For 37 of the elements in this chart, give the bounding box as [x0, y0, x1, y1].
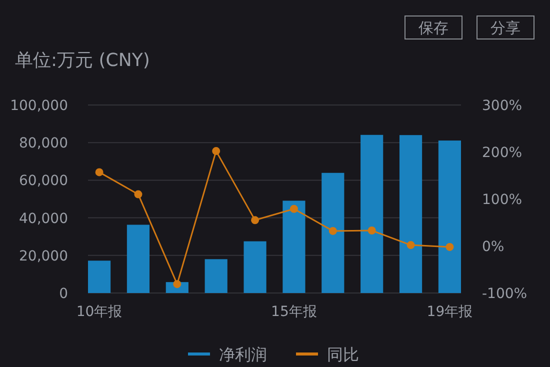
bar	[88, 260, 111, 293]
button: 分享	[476, 16, 534, 40]
point	[328, 226, 337, 235]
y2-tick-label: 0%	[482, 239, 504, 255]
point	[368, 226, 376, 234]
y-tick-label: 40,000	[19, 210, 68, 227]
x-tick-label: 10年报	[76, 304, 122, 320]
y-tick-label: 20,000	[19, 248, 68, 264]
point	[212, 147, 220, 156]
bar	[244, 241, 266, 293]
y-tick-label: 0	[59, 286, 68, 302]
y2-tick-label: -100%	[482, 286, 528, 302]
y-tick-label: 60,000	[19, 173, 68, 190]
y-tick-label: 80,000	[19, 136, 68, 152]
point	[446, 242, 454, 251]
bar	[282, 200, 306, 293]
legend-label: 同比	[327, 345, 359, 364]
point	[251, 216, 260, 224]
bar	[399, 135, 422, 293]
chart-title: 单位:万元 (CNY)	[15, 50, 150, 71]
bar	[438, 140, 461, 293]
bar	[204, 259, 228, 293]
y2-tick-label: 200%	[482, 145, 522, 161]
bar	[126, 224, 150, 293]
y2-tick-label: 100%	[482, 192, 522, 208]
point	[95, 168, 104, 176]
bar	[322, 172, 344, 293]
bar	[360, 134, 384, 293]
button: 保存	[404, 16, 462, 40]
legend-label: 净利润	[219, 345, 267, 364]
point	[406, 241, 415, 250]
x-tick-label: 19年报	[426, 304, 473, 320]
y2-tick-label: 300%	[482, 98, 522, 114]
point	[290, 204, 298, 213]
point	[134, 190, 142, 198]
y-tick-label: 100,000	[10, 98, 68, 114]
x-tick-label: 15年报	[271, 304, 317, 320]
